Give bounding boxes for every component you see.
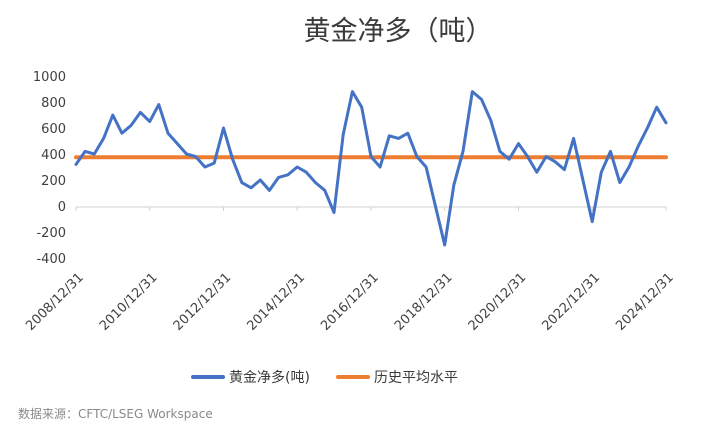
y-axis: 1000 800 600 400 200 0 -200 -400 — [33, 70, 66, 267]
x-tick-label: 2014/12/31 — [244, 270, 308, 334]
source-note: 数据来源：CFTC/LSEG Workspace — [18, 406, 213, 421]
x-tick-label: 2008/12/31 — [23, 270, 87, 334]
chart-title: 黄金净多（吨） — [304, 16, 493, 47]
x-tick-label: 2020/12/31 — [466, 270, 530, 334]
legend-label: 黄金净多(吨) — [229, 369, 310, 386]
y-tick-label: -200 — [36, 226, 66, 241]
x-tick-label: 2024/12/31 — [613, 270, 677, 334]
y-tick-label: 200 — [41, 174, 66, 189]
y-tick-label: 400 — [41, 148, 66, 163]
x-tick-label: 2012/12/31 — [171, 270, 235, 334]
legend: 黄金净多(吨) 历史平均水平 — [191, 369, 458, 386]
series-line-net-long — [74, 90, 668, 247]
x-tick-label: 2018/12/31 — [392, 270, 456, 334]
x-axis: 2008/12/31 2010/12/31 2012/12/31 2014/12/31… — [23, 206, 677, 334]
x-tick-label: 2010/12/31 — [97, 270, 161, 334]
legend-label: 历史平均水平 — [374, 370, 458, 386]
x-tick-label: 2022/12/31 — [539, 270, 603, 334]
y-tick-label: -400 — [36, 252, 66, 267]
series-layer — [74, 90, 668, 247]
x-tick-label: 2016/12/31 — [318, 270, 382, 334]
y-tick-label: 800 — [41, 96, 66, 111]
y-tick-label: 1000 — [33, 70, 66, 85]
y-tick-label: 0 — [58, 200, 66, 215]
y-tick-label: 600 — [41, 122, 66, 137]
